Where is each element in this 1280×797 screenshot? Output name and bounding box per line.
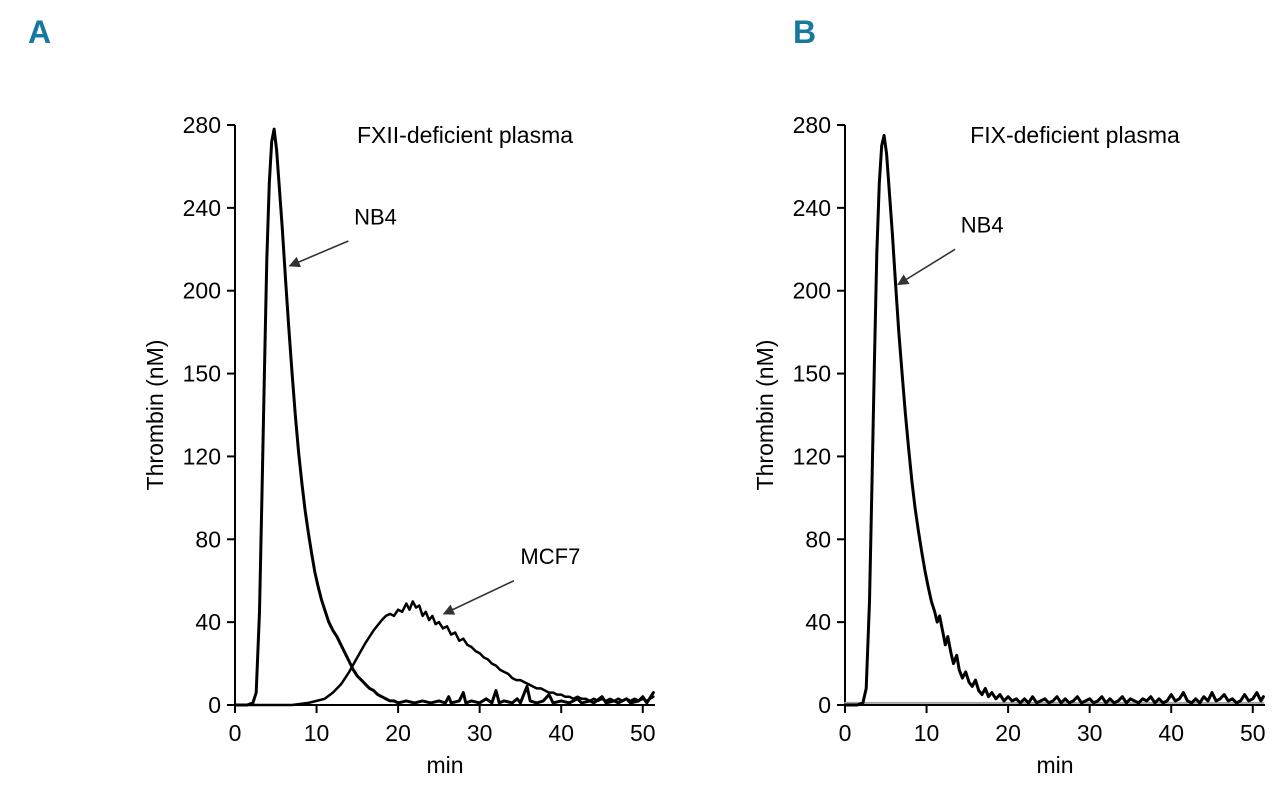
x-tick-label: 20 bbox=[995, 720, 1021, 746]
chart-fxii-deficient-plasma: 0 40 80 120 150 200 240 280 0 10 20 30 40 50 NB4 MCF7 FX… bbox=[142, 112, 656, 775]
y-tick-label: 120 bbox=[793, 443, 831, 469]
chart-fix-deficient-plasma: 0 40 80 120 150 200 240 280 0 10 20 30 40 50 NB4 FIX-de… bbox=[752, 112, 1266, 775]
x-tick-label: 10 bbox=[304, 720, 330, 746]
x-tick-label: 50 bbox=[1240, 720, 1266, 746]
x-tick-label: 20 bbox=[385, 720, 411, 746]
y-tick-label: 80 bbox=[805, 526, 831, 552]
y-tick-label: 200 bbox=[183, 278, 221, 304]
series-nb4-line bbox=[233, 127, 655, 707]
y-tick-label: 200 bbox=[793, 278, 831, 304]
panel-letter-a: A bbox=[28, 14, 52, 50]
y-tick-label: 120 bbox=[183, 443, 221, 469]
chart-title: FIX-deficient plasma bbox=[970, 122, 1180, 148]
chart-title: FXII-deficient plasma bbox=[357, 122, 573, 148]
y-tick-label: 280 bbox=[183, 112, 221, 138]
x-axis-label: min bbox=[1036, 752, 1073, 775]
x-tick-label: 30 bbox=[1077, 720, 1103, 746]
x-tick-label: 0 bbox=[839, 720, 852, 746]
y-tick-label: 40 bbox=[805, 609, 831, 635]
annotation-arrow bbox=[288, 240, 349, 268]
x-tick-label: 10 bbox=[914, 720, 940, 746]
x-tick-label: 0 bbox=[229, 720, 242, 746]
x-tick-label: 50 bbox=[630, 720, 656, 746]
x-tick-label: 40 bbox=[1158, 720, 1184, 746]
y-tick-label: 240 bbox=[793, 195, 831, 221]
y-axis-label: Thrombin (nM) bbox=[142, 340, 168, 491]
y-tick-label: 80 bbox=[195, 526, 221, 552]
annotation-arrow bbox=[442, 579, 515, 615]
x-tick-label: 40 bbox=[548, 720, 574, 746]
x-tick-label: 30 bbox=[467, 720, 493, 746]
x-axis-label: min bbox=[426, 752, 463, 775]
y-tick-label: 240 bbox=[183, 195, 221, 221]
annotation-label: MCF7 bbox=[520, 544, 580, 569]
y-tick-label: 150 bbox=[793, 361, 831, 387]
y-tick-label: 0 bbox=[208, 692, 221, 718]
y-tick-label: 150 bbox=[183, 361, 221, 387]
y-tick-label: 40 bbox=[195, 609, 221, 635]
annotation-label: NB4 bbox=[961, 213, 1004, 238]
annotation-arrow bbox=[897, 248, 956, 286]
y-tick-label: 0 bbox=[818, 692, 831, 718]
series-mcf7-line bbox=[237, 600, 655, 707]
annotation-label: NB4 bbox=[354, 204, 397, 229]
panel-letter-b: B bbox=[793, 14, 817, 50]
series-nb4-line bbox=[843, 133, 1265, 707]
y-tick-label: 280 bbox=[793, 112, 831, 138]
y-axis-label: Thrombin (nM) bbox=[752, 340, 778, 491]
